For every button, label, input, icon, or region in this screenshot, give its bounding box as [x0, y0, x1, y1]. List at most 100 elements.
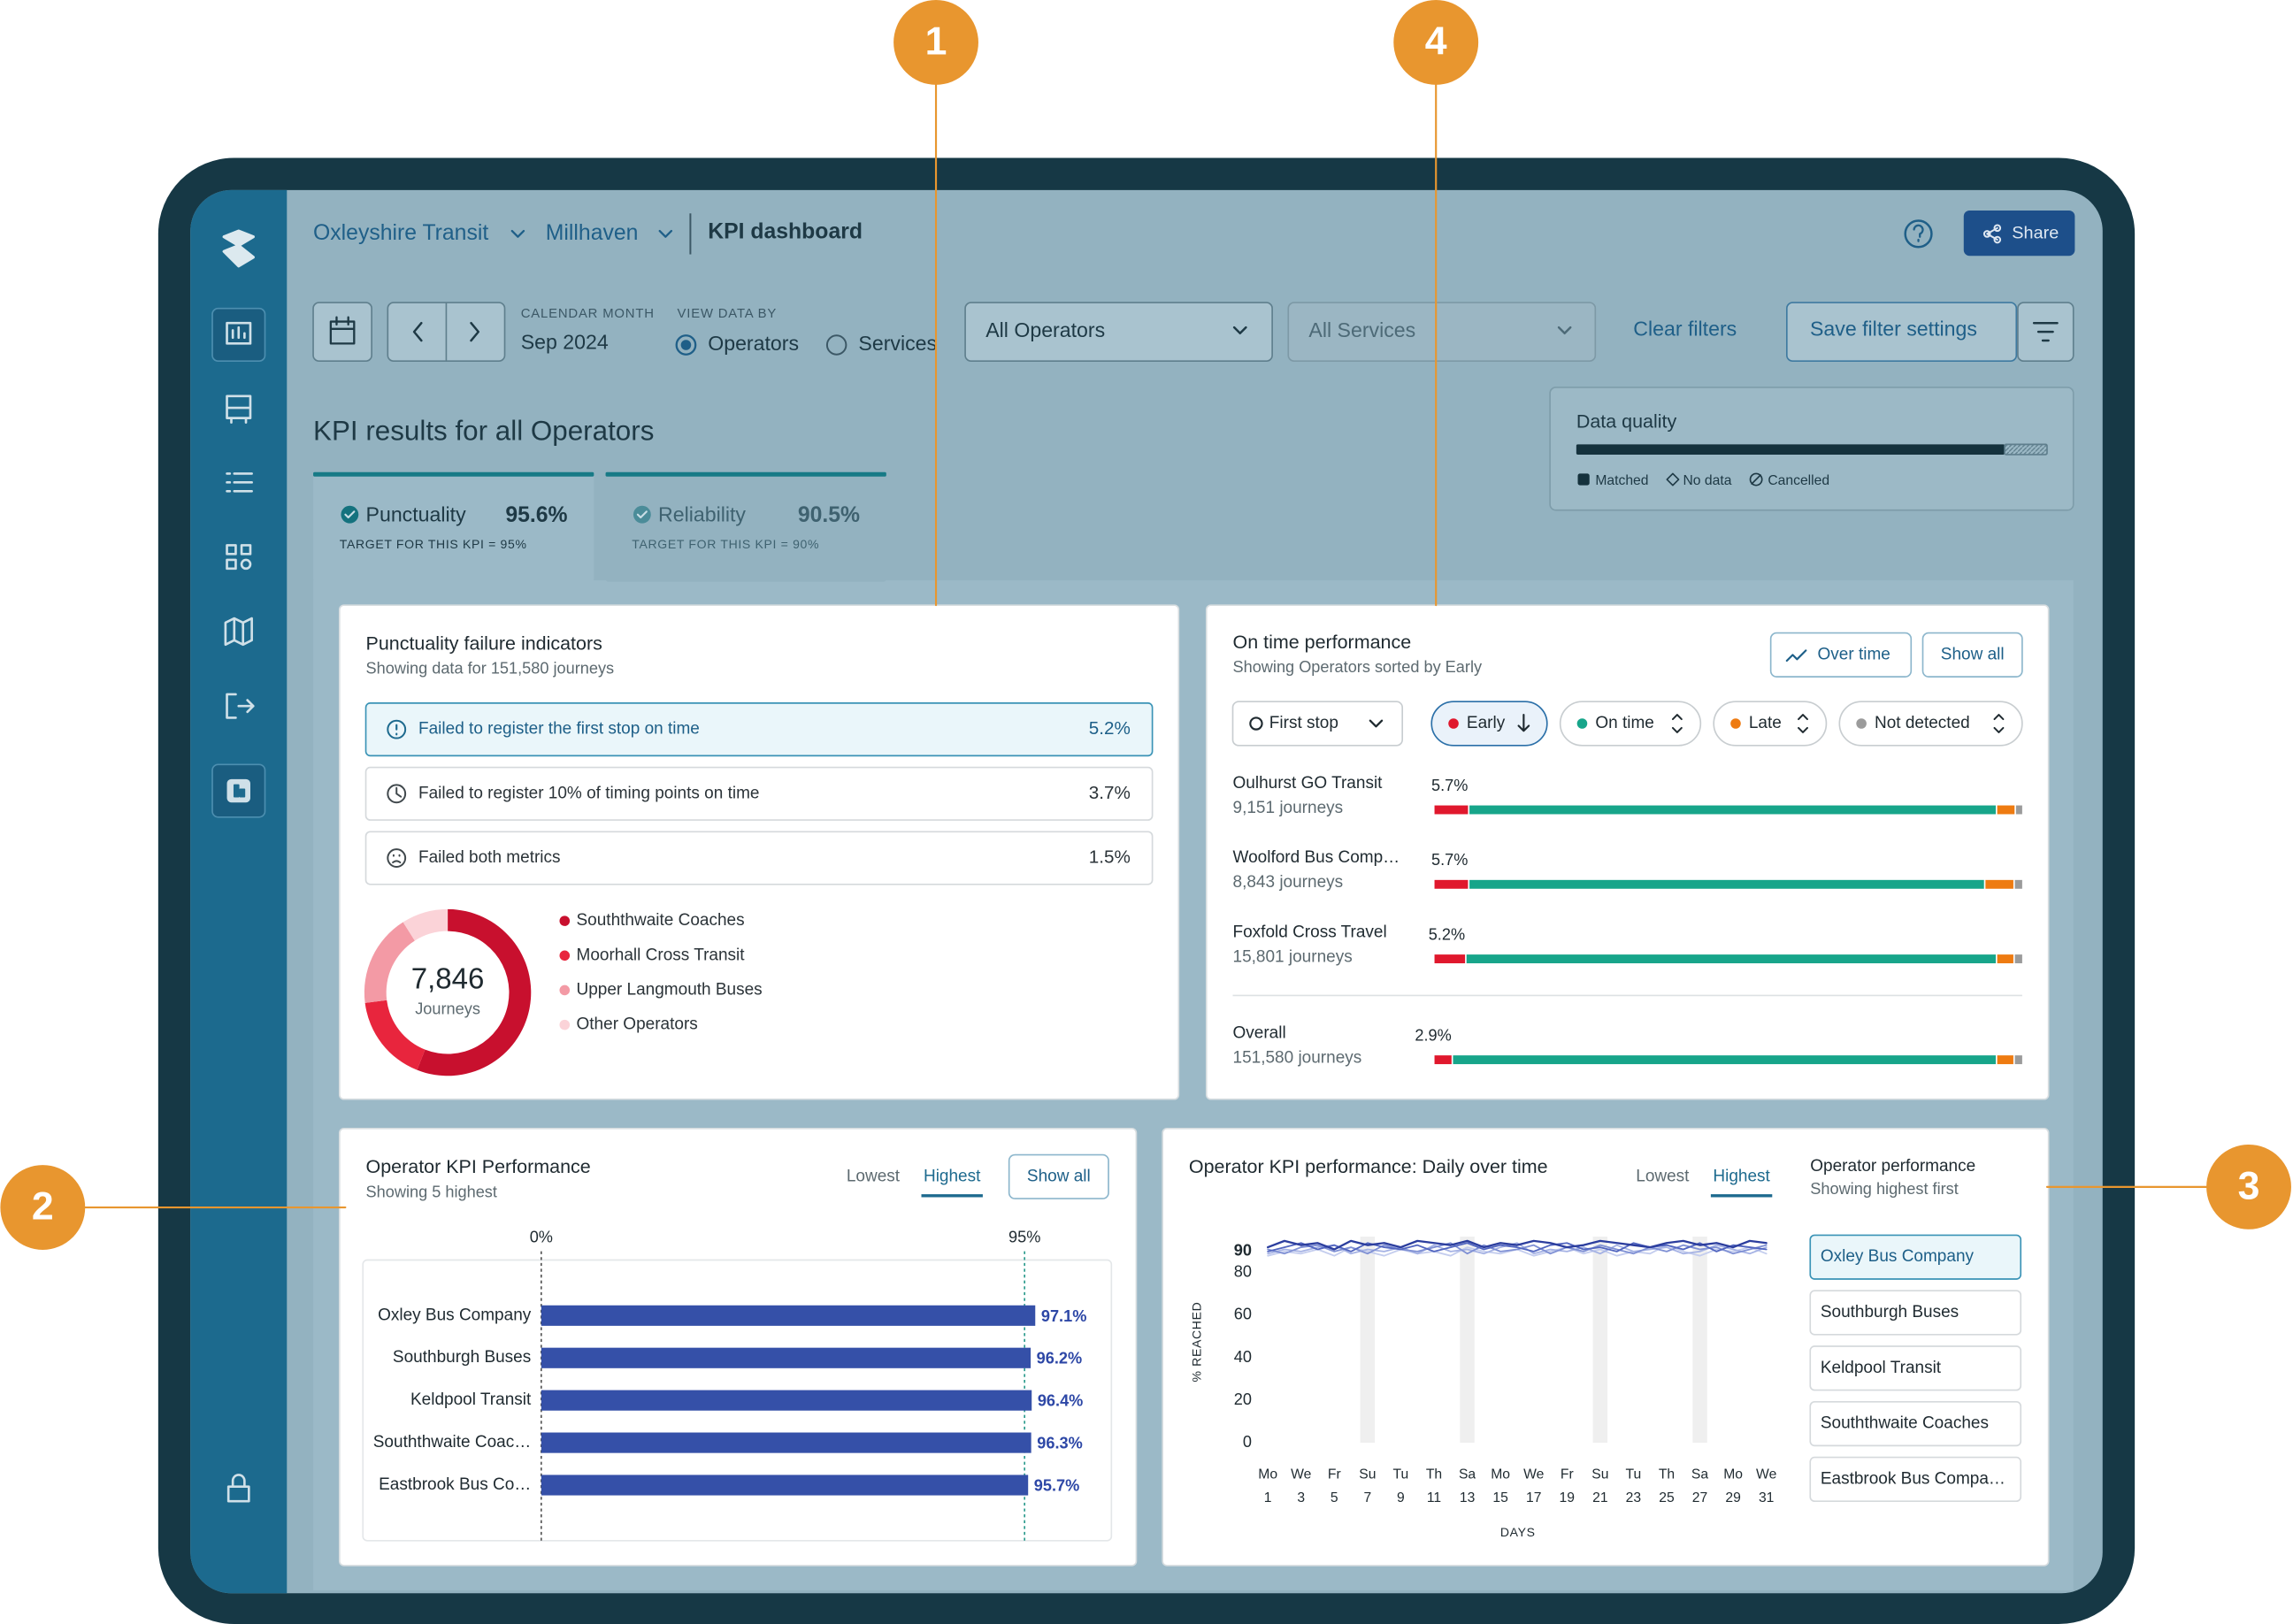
section-heading: KPI results for all Operators: [313, 415, 654, 446]
indicator-row[interactable]: [364, 702, 1154, 757]
series-dot: [1730, 718, 1741, 729]
nav-vehicles: [226, 395, 252, 424]
value-label: 96.3%: [1037, 1435, 1082, 1452]
help-icon: [1913, 224, 1924, 242]
card-title: Punctuality failure indicators: [366, 632, 602, 654]
x-tick-day: Sa: [1459, 1467, 1476, 1482]
callout-number: 4: [1425, 19, 1447, 63]
x-tick-day: Sa: [1691, 1467, 1708, 1482]
show-all-button[interactable]: [1008, 1153, 1109, 1199]
calendar-button[interactable]: [312, 302, 372, 363]
sort-tab-active[interactable]: Highest: [1713, 1167, 1770, 1185]
sort-pill[interactable]: [1430, 701, 1548, 747]
stop-select[interactable]: [1231, 701, 1404, 747]
callout-number: 3: [2238, 1164, 2260, 1207]
save-filters-button[interactable]: [1785, 302, 2018, 363]
show-all-button[interactable]: [1921, 632, 2023, 678]
bar: [541, 1475, 1029, 1496]
donut-total: 7,846: [411, 963, 485, 996]
kpi-tab[interactable]: [313, 471, 594, 582]
nav-list: [226, 472, 253, 493]
x-tick-label: 15: [1492, 1490, 1508, 1505]
x-tick-label: 25: [1659, 1490, 1675, 1505]
callout-number: 2: [32, 1184, 54, 1228]
clear-filters: Clear filters: [1633, 318, 1737, 341]
chevron: [510, 229, 525, 238]
select-value: First stop: [1269, 714, 1338, 732]
check-icon: [633, 505, 651, 524]
operator-list-item[interactable]: [1809, 1400, 2022, 1447]
operator-list-label: Keldpool Transit: [1821, 1359, 1942, 1377]
operator-list-item[interactable]: [1809, 1234, 2022, 1280]
over-time-button[interactable]: [1769, 632, 1913, 678]
stacked-bar-segment: [1997, 954, 2013, 964]
card-title: Operator KPI performance: Daily over tim…: [1189, 1156, 1548, 1177]
x-tick-day: We: [1523, 1467, 1545, 1482]
series-dot: [1576, 718, 1588, 729]
chevron: [658, 229, 673, 238]
indicator-row[interactable]: [364, 766, 1154, 821]
value-label: 97.1%: [1041, 1307, 1086, 1325]
nav-apps: [226, 544, 252, 571]
operator-list-item[interactable]: [1809, 1456, 2022, 1503]
stacked-bar-segment: [2014, 879, 2022, 889]
indicator-value: 1.5%: [1089, 847, 1131, 868]
indicator-label: Failed to register 10% of timing points …: [418, 784, 759, 802]
kpi-value: 95.6%: [505, 503, 567, 527]
share-button[interactable]: [1963, 210, 2075, 257]
weekend-band: [1692, 1237, 1707, 1444]
nav-dashboard: [226, 321, 252, 345]
button-label: Show all: [1941, 645, 2005, 663]
indicator-row[interactable]: [364, 831, 1154, 885]
indicator-value: 5.2%: [1089, 718, 1131, 739]
stacked-bar-segment: [1469, 879, 1984, 889]
value-label: 95.7%: [1034, 1476, 1079, 1494]
save-filters: Save filter settings: [1810, 318, 1977, 341]
operator-select[interactable]: [964, 302, 1273, 363]
operator-list-item[interactable]: [1809, 1290, 2022, 1336]
stacked-bar-segment: [2015, 805, 2022, 815]
radio[interactable]: [825, 334, 847, 356]
y-axis-label: % REACHED: [1190, 1302, 1204, 1383]
kpi-tab-indicator: [605, 471, 886, 477]
legend-icon: [1751, 474, 1761, 485]
x-tick-day: Su: [1359, 1467, 1376, 1482]
x-tick-label: 17: [1526, 1490, 1541, 1505]
radio-selected[interactable]: [675, 334, 697, 356]
service-select[interactable]: [1287, 302, 1597, 363]
share-icon-node: [1993, 224, 2002, 233]
help-button[interactable]: [1904, 219, 1933, 249]
legend-dot: [559, 950, 571, 961]
sort-pill[interactable]: [1713, 701, 1828, 747]
y-tick-label: Oxley Bus Company: [378, 1306, 532, 1324]
x-tick-day: We: [1756, 1467, 1777, 1482]
stacked-bar-segment: [1434, 879, 1469, 889]
card-subtitle: Showing 5 highest: [366, 1183, 497, 1200]
check-icon: [341, 505, 359, 524]
row-name: Woolford Bus Comp…: [1233, 848, 1400, 867]
sort-tab-active[interactable]: Highest: [924, 1167, 981, 1185]
list-title: Operator performance: [1810, 1157, 1975, 1176]
indicator-icon-mark: [395, 786, 403, 798]
donut-unit: Journeys: [415, 1000, 480, 1018]
sort-pill[interactable]: [1838, 701, 2023, 747]
series-line: [1267, 1242, 1768, 1252]
weekend-band: [1460, 1237, 1475, 1444]
kpi-name: Punctuality: [366, 502, 467, 525]
x-tick-day: Th: [1426, 1467, 1442, 1482]
sort-tab[interactable]: Lowest: [1636, 1167, 1690, 1185]
kpi-tab[interactable]: [605, 471, 886, 582]
nav-map: [224, 617, 253, 647]
y-tick-label: Southburgh Buses: [393, 1348, 531, 1367]
kpi-value: 90.5%: [798, 503, 860, 527]
value-label: 5.7%: [1431, 851, 1468, 869]
stacked-bar-segment: [2014, 1055, 2022, 1065]
sort-tab[interactable]: Lowest: [847, 1167, 901, 1185]
x-tick-label: 1: [1264, 1490, 1272, 1505]
indicator-value: 3.7%: [1089, 783, 1131, 803]
indicator-label: Failed to register the first stop on tim…: [418, 720, 700, 739]
chevron: [1232, 326, 1247, 335]
select-value: All Operators: [985, 318, 1105, 341]
sort-pill[interactable]: [1559, 701, 1702, 747]
operator-list-item[interactable]: [1809, 1345, 2022, 1391]
